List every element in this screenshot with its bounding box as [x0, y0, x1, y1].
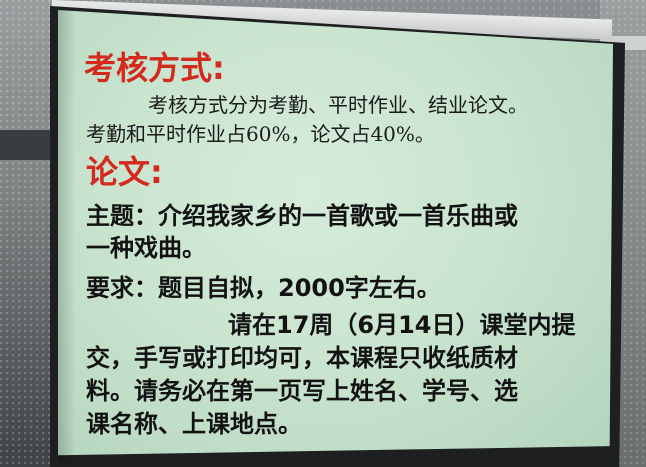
submission-line-3: 料。请务必在第一页写上姓名、学号、选	[86, 377, 518, 405]
screen-edge-shadow	[58, 10, 76, 462]
submission-line-1: 请在17周（6月14日）课堂内提	[228, 311, 576, 339]
topic-line-1: 主题：介绍我家乡的一首歌或一首乐曲或	[86, 202, 518, 230]
submission-line-4: 课名称、上课地点。	[86, 410, 302, 438]
paper-heading: 论文:	[86, 153, 163, 191]
projection-screen	[58, 10, 613, 456]
assessment-heading: 考核方式:	[84, 49, 225, 87]
topic-line-2: 一种戏曲。	[86, 234, 206, 262]
submission-line-2: 交，手写或打印均可，本课程只收纸质材	[86, 344, 518, 372]
assessment-text-line-2: 考勤和平时作业占60%，论文占40%。	[86, 122, 435, 146]
assessment-text-line-1: 考核方式分为考勤、平时作业、结业论文。	[148, 93, 528, 117]
requirement-line: 要求：题目自拟，2000字左右。	[86, 274, 441, 302]
